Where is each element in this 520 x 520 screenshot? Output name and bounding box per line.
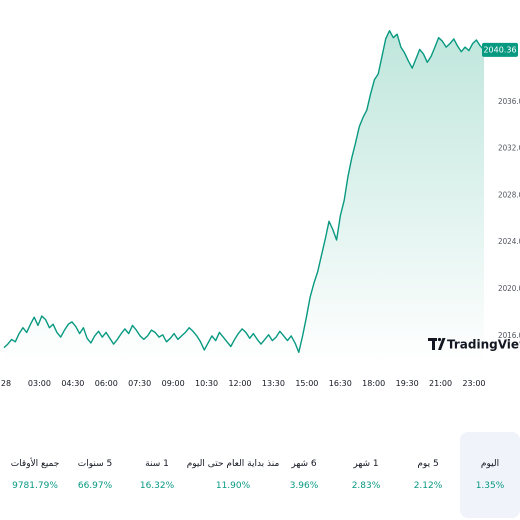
period-change-value: 2.83% — [351, 481, 381, 491]
x-tick-label: 13:30 — [262, 379, 285, 388]
period-tab[interactable]: اليوم 1.35% — [460, 432, 520, 518]
period-tab[interactable]: 5 يوم 2.12% — [398, 432, 458, 518]
period-tab[interactable]: منذ بداية العام حتى اليوم 11.90% — [173, 432, 293, 518]
period-label: 5 يوم — [417, 459, 439, 469]
x-tick-label: 12:00 — [228, 379, 251, 388]
period-label: جميع الأوقات — [10, 459, 60, 469]
period-label: اليوم — [480, 459, 500, 469]
period-label: 1 شهر — [353, 459, 379, 469]
period-tab[interactable]: 1 سنة 16.32% — [127, 432, 187, 518]
tradingview-wordmark: TradingView — [447, 338, 520, 352]
price-chart: 2016.00 2020.00 2024.00 2028.00 2032.00 2036.… — [1, 30, 520, 388]
y-axis: 2016.00 2020.00 2024.00 2028.00 2032.00 2036.… — [498, 97, 520, 340]
price-line — [3, 30, 485, 353]
period-change-value: 16.32% — [139, 481, 175, 491]
period-change-value: 66.97% — [77, 481, 113, 491]
period-change-value: 9781.79% — [12, 481, 58, 491]
period-label: منذ بداية العام حتى اليوم — [186, 459, 280, 469]
period-label: 5 سنوات — [77, 459, 113, 469]
x-tick-label: 23:00 — [462, 379, 485, 388]
x-tick-label: 06:00 — [95, 379, 118, 388]
y-tick-label: 2024.00 — [498, 237, 520, 246]
tradingview-icon — [428, 337, 446, 350]
x-tick-label: 28 — [1, 379, 11, 388]
x-tick-label: 18:00 — [362, 379, 385, 388]
y-tick-label: 2028.00 — [498, 190, 520, 199]
area-fill — [4, 30, 484, 364]
period-label: 6 شهر — [291, 459, 317, 469]
period-change-value: 3.96% — [289, 481, 319, 491]
period-tab[interactable]: 1 شهر 2.83% — [336, 432, 396, 518]
last-price-label: 2040.36 — [483, 45, 516, 54]
period-tab[interactable]: جميع الأوقات 9781.79% — [5, 432, 65, 518]
x-tick-label: 09:00 — [162, 379, 185, 388]
x-axis: 28 03:00 04:30 06:00 07:30 09:00 10:30 12:00 13:… — [1, 379, 486, 388]
period-change-value: 2.12% — [413, 481, 443, 491]
x-tick-label: 21:00 — [429, 379, 452, 388]
y-tick-label: 2016.00 — [498, 331, 520, 340]
last-price-badge: 2040.36 — [482, 42, 518, 57]
period-change-value: 11.90% — [215, 481, 251, 491]
period-change-value: 1.35% — [475, 481, 505, 491]
x-tick-label: 19:30 — [396, 379, 419, 388]
y-tick-label: 2020.00 — [498, 284, 520, 293]
performance-periods: اليوم 1.35% 5 يوم 2.12% 1 شهر 2.83% 6 شهر 3.96%… — [0, 432, 520, 520]
x-tick-label: 16:30 — [329, 379, 352, 388]
tradingview-logo[interactable]: TradingView — [428, 338, 520, 352]
period-tab[interactable]: 6 شهر 3.96% — [274, 432, 334, 518]
x-tick-label: 15:00 — [295, 379, 318, 388]
period-tab[interactable]: 5 سنوات 66.97% — [65, 432, 125, 518]
x-tick-label: 07:30 — [128, 379, 151, 388]
x-tick-label: 10:30 — [195, 379, 218, 388]
x-tick-label: 03:00 — [28, 379, 51, 388]
y-tick-label: 2036.00 — [498, 97, 520, 106]
period-label: 1 سنة — [145, 459, 169, 469]
y-tick-label: 2032.00 — [498, 144, 520, 153]
x-tick-label: 04:30 — [61, 379, 84, 388]
